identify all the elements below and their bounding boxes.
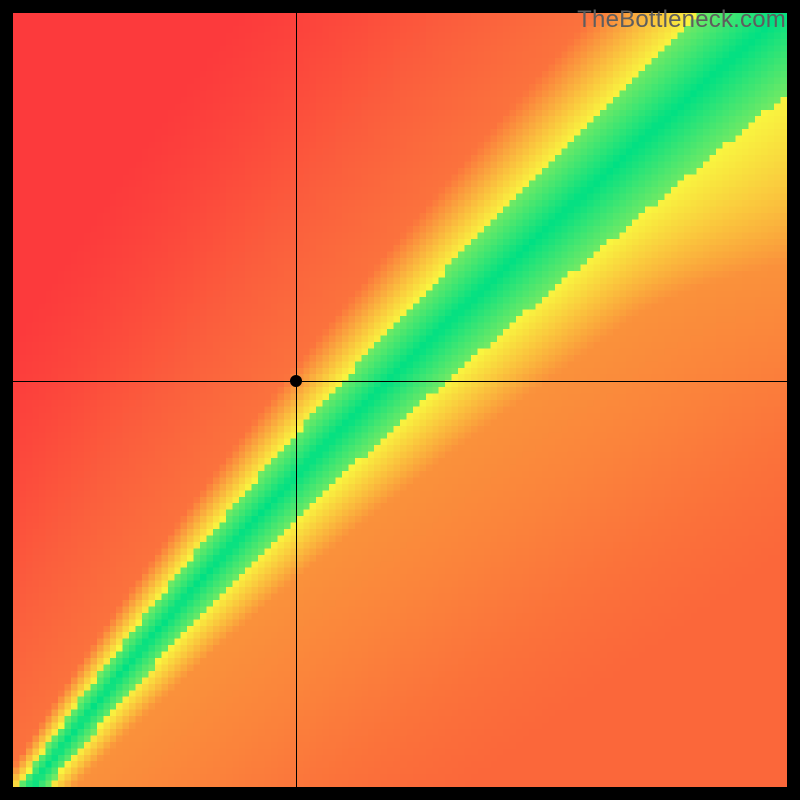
data-point-marker <box>290 375 302 387</box>
crosshair-vertical-line <box>296 13 297 787</box>
heatmap-plot-area <box>13 13 787 787</box>
crosshair-horizontal-line <box>13 381 787 382</box>
watermark-text: TheBottleneck.com <box>577 6 786 34</box>
heatmap-canvas <box>13 13 787 787</box>
chart-container: TheBottleneck.com <box>0 0 800 800</box>
